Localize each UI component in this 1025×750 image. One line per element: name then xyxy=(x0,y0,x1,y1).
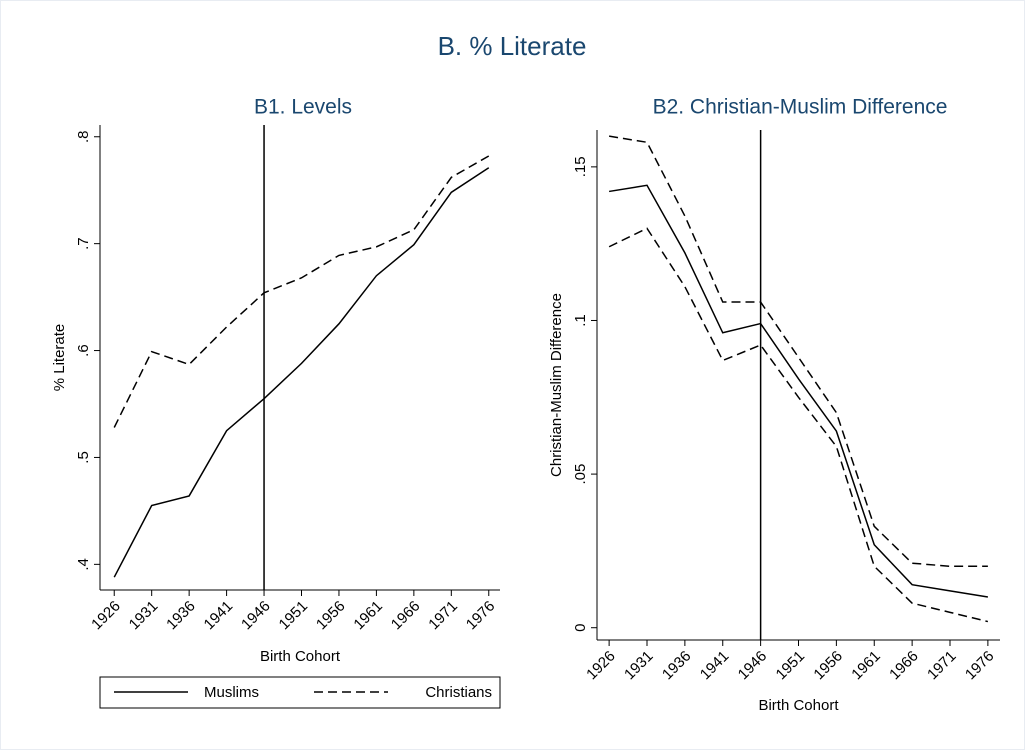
x-axis-label: Birth Cohort xyxy=(260,648,341,665)
y-axis-label: Christian-Muslim Difference xyxy=(548,293,565,477)
y-tick-label: 0 xyxy=(572,624,589,632)
x-axis-label: Birth Cohort xyxy=(758,697,839,714)
subplot-title: B2. Christian-Muslim Difference xyxy=(653,96,948,119)
y-tick-label: .7 xyxy=(75,237,92,250)
y-tick-label: .05 xyxy=(572,464,589,485)
y-axis-label: % Literate xyxy=(51,324,68,392)
series-line xyxy=(113,167,490,578)
series-line xyxy=(609,184,988,598)
y-tick-label: .4 xyxy=(75,558,92,571)
figure-title: B. % Literate xyxy=(438,31,587,61)
legend-label: Christians xyxy=(425,684,492,701)
legend-label: Muslims xyxy=(204,684,259,701)
series-line xyxy=(608,227,989,623)
subplot-title: B1. Levels xyxy=(254,96,352,119)
y-tick-label: .6 xyxy=(75,344,92,357)
series-line xyxy=(113,155,490,428)
y-tick-label: .15 xyxy=(572,156,589,177)
y-tick-label: .1 xyxy=(572,314,589,327)
y-tick-label: .5 xyxy=(75,451,92,464)
y-tick-label: .8 xyxy=(75,131,92,144)
